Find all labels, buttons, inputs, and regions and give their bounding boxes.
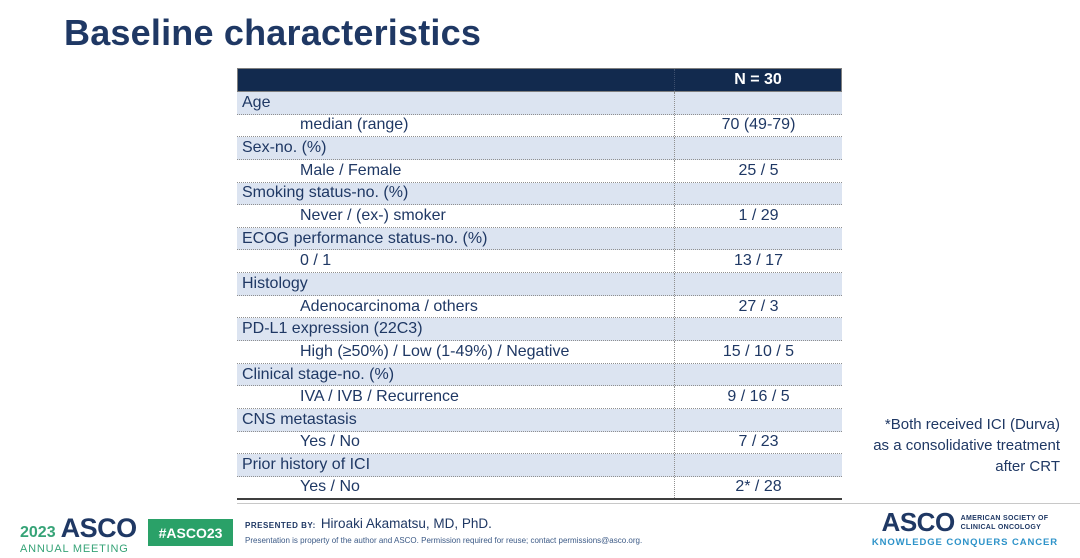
- row-label: PD-L1 expression (22C3): [242, 320, 423, 338]
- meeting-subtitle: ANNUAL MEETING: [20, 543, 129, 555]
- row-value: 25 / 5: [674, 159, 842, 182]
- table-category-row: Histology: [237, 273, 842, 296]
- row-label: 0 / 1: [300, 252, 332, 270]
- row-value: 9 / 16 / 5: [674, 386, 842, 408]
- row-label: median (range): [300, 116, 409, 134]
- table-data-row: High (≥50%) / Low (1-49%) / Negative 15 /…: [237, 341, 842, 364]
- row-label: Age: [242, 93, 271, 111]
- table-data-row: Adenocarcinoma / others 27 / 3: [237, 295, 842, 319]
- row-value: 13 / 17: [674, 250, 842, 273]
- table-data-row: median (range) 70 (49-79): [237, 114, 842, 138]
- table-body: Age median (range) 70 (49-79) Sex-no. (%) Ma…: [237, 92, 842, 500]
- asco-society-logo: ASCO AMERICAN SOCIETY OF CLINICAL ONCOLO…: [871, 507, 1058, 549]
- row-value: [674, 227, 842, 250]
- meeting-year: 2023: [20, 524, 56, 541]
- row-label: Male / Female: [300, 161, 402, 179]
- row-value: 2* / 28: [674, 476, 842, 498]
- table-data-row: Yes / No 2* / 28: [237, 476, 842, 500]
- copyright-disclaimer: Presentation is property of the author a…: [245, 536, 643, 545]
- table-data-row: Never / (ex-) smoker 1 / 29: [237, 205, 842, 228]
- table-category-row: PD-L1 expression (22C3): [237, 318, 842, 342]
- asco-annual-meeting-logo: 2023 ASCO ANNUAL MEETING: [20, 513, 138, 555]
- row-label: Histology: [242, 274, 308, 292]
- table-header-label-cell: [238, 69, 674, 91]
- row-value: [674, 408, 842, 431]
- row-label: IVA / IVB / Recurrence: [300, 388, 459, 406]
- row-value: [674, 363, 842, 386]
- row-value: [674, 454, 842, 476]
- table-data-row: Yes / No 7 / 23: [237, 431, 842, 455]
- table-category-row: Age: [237, 92, 842, 115]
- row-value: [674, 182, 842, 205]
- table-category-row: ECOG performance status-no. (%): [237, 227, 842, 251]
- table-data-row: 0 / 1 13 / 17: [237, 250, 842, 274]
- footnote-line: after CRT: [995, 458, 1060, 475]
- society-org-text: AMERICAN SOCIETY OF CLINICAL ONCOLOGY: [961, 514, 1049, 532]
- row-label: Prior history of ICI: [242, 456, 371, 474]
- row-label: Yes / No: [300, 478, 360, 496]
- row-label: ECOG performance status-no. (%): [242, 229, 488, 247]
- table-category-row: Smoking status-no. (%): [237, 182, 842, 206]
- society-org-line2: CLINICAL ONCOLOGY: [960, 523, 1042, 531]
- presenter-name: Hiroaki Akamatsu, MD, PhD.: [320, 516, 492, 531]
- presented-by-label: PRESENTED BY:: [245, 521, 316, 530]
- row-value: [674, 273, 842, 295]
- society-tagline: KNOWLEDGE CONQUERS CANCER: [871, 537, 1058, 549]
- table-category-row: CNS metastasis: [237, 408, 842, 432]
- row-label: CNS metastasis: [242, 410, 357, 428]
- table-category-row: Clinical stage-no. (%): [237, 363, 842, 387]
- page-title: Baseline characteristics: [64, 12, 482, 53]
- row-value: [674, 137, 842, 159]
- row-value: 15 / 10 / 5: [674, 341, 842, 363]
- asco-society-wordmark: ASCO: [881, 507, 956, 537]
- table-category-row: Prior history of ICI: [237, 454, 842, 477]
- baseline-characteristics-table: N = 30 Age median (range) 70 (49-79) Sex-no…: [237, 68, 842, 500]
- row-label: Adenocarcinoma / others: [300, 297, 478, 315]
- row-value: [674, 92, 842, 114]
- row-label: Clinical stage-no. (%): [242, 365, 395, 383]
- row-label: Yes / No: [300, 433, 360, 451]
- footnote-line: *Both received ICI (Durva): [884, 416, 1060, 433]
- row-label: Smoking status-no. (%): [242, 184, 409, 202]
- society-org-line1: AMERICAN SOCIETY OF: [960, 514, 1049, 522]
- footnote: *Both received ICI (Durva) as a consolid…: [820, 414, 1060, 477]
- row-value: 27 / 3: [674, 295, 842, 318]
- footnote-line: as a consolidative treatment: [873, 437, 1060, 454]
- row-label: Sex-no. (%): [242, 139, 327, 157]
- presenter-block: PRESENTED BY: Hiroaki Akamatsu, MD, PhD.…: [245, 516, 642, 545]
- asco-wordmark: ASCO: [60, 513, 138, 543]
- table-header-value-cell: N = 30: [674, 69, 841, 91]
- row-value: 70 (49-79): [674, 114, 842, 137]
- row-label: High (≥50%) / Low (1-49%) / Negative: [300, 342, 570, 360]
- row-value: [674, 318, 842, 341]
- table-data-row: IVA / IVB / Recurrence 9 / 16 / 5: [237, 386, 842, 409]
- row-value: 7 / 23: [674, 431, 842, 454]
- hashtag-badge: #ASCO23: [148, 519, 233, 546]
- table-data-row: Male / Female 25 / 5: [237, 159, 842, 183]
- table-header-row: N = 30: [237, 68, 842, 92]
- table-category-row: Sex-no. (%): [237, 137, 842, 160]
- row-value: 1 / 29: [674, 205, 842, 227]
- row-label: Never / (ex-) smoker: [300, 207, 446, 225]
- footer-divider: [237, 503, 1080, 504]
